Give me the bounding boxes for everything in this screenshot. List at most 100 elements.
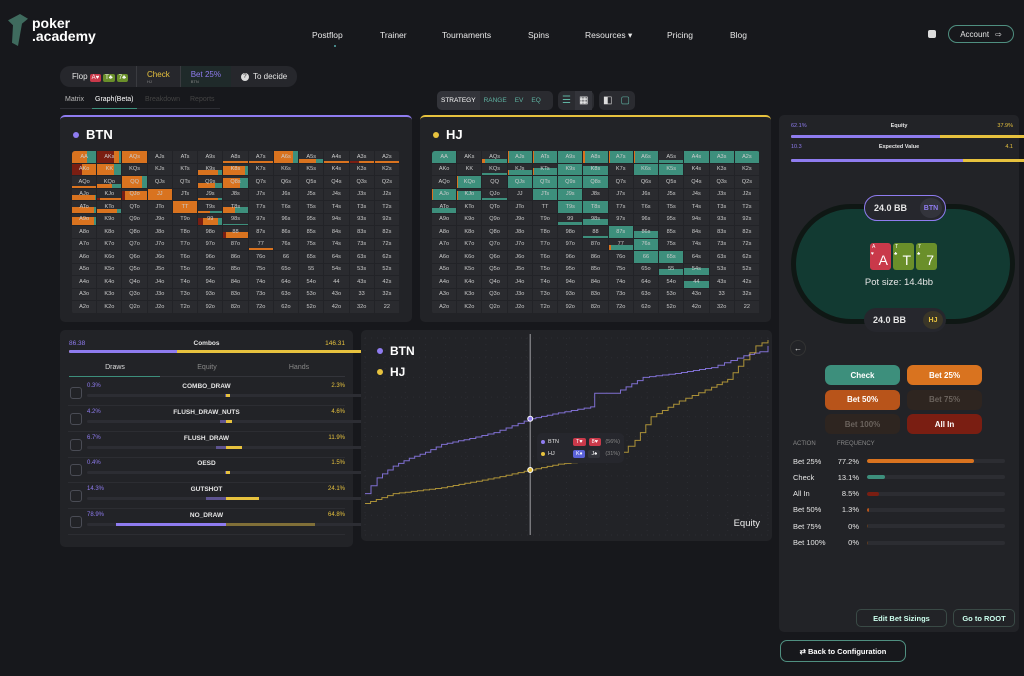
hand-cell[interactable]: Q8o bbox=[482, 226, 508, 239]
hand-cell[interactable]: K6s bbox=[633, 163, 660, 176]
hand-cell[interactable]: K8o bbox=[457, 226, 483, 239]
hand-cell[interactable]: T7s bbox=[248, 201, 274, 214]
action-button[interactable]: Bet 50% bbox=[825, 389, 900, 410]
hand-cell[interactable]: 92s bbox=[734, 213, 760, 226]
hand-cell[interactable]: J6s bbox=[633, 188, 660, 201]
hand-cell[interactable]: 62o bbox=[633, 301, 660, 314]
hand-cell[interactable]: T9s bbox=[198, 201, 224, 214]
hand-cell[interactable]: 33 bbox=[709, 288, 735, 301]
hand-cell[interactable]: T6o bbox=[532, 251, 559, 264]
back-to-configuration-button[interactable]: ⇄ Back to Configuration bbox=[780, 640, 906, 662]
hand-cell[interactable]: 83o bbox=[583, 288, 609, 301]
nav-blog[interactable]: Blog bbox=[730, 30, 748, 40]
hand-cell[interactable]: 65o bbox=[273, 263, 300, 276]
hand-cell[interactable]: 94s bbox=[324, 213, 350, 226]
hand-cell[interactable]: J5o bbox=[147, 263, 173, 276]
hand-cell[interactable]: QJo bbox=[482, 188, 508, 201]
hand-cell[interactable]: 62s bbox=[374, 251, 400, 264]
hand-cell[interactable]: 43o bbox=[324, 288, 350, 301]
hand-cell[interactable]: J5s bbox=[659, 188, 685, 201]
hand-cell[interactable]: Q8o bbox=[122, 226, 148, 239]
hand-cell[interactable]: K8s bbox=[583, 163, 609, 176]
hand-cell[interactable]: 94o bbox=[558, 276, 584, 289]
hand-cell[interactable]: K7s bbox=[248, 163, 274, 176]
hand-cell[interactable]: JTo bbox=[147, 201, 173, 214]
hand-cell[interactable]: 99 bbox=[558, 213, 584, 226]
hand-cell[interactable]: T2o bbox=[172, 301, 199, 314]
hand-cell[interactable]: K4s bbox=[324, 163, 350, 176]
hand-cell[interactable]: Q2s bbox=[374, 176, 400, 189]
hand-cell[interactable]: KTs bbox=[532, 163, 559, 176]
hand-cell[interactable]: T7o bbox=[532, 238, 559, 251]
hand-cell[interactable]: T9o bbox=[532, 213, 559, 226]
hand-cell[interactable]: 74o bbox=[608, 276, 634, 289]
hand-cell[interactable]: K2s bbox=[734, 163, 760, 176]
hand-cell[interactable]: J4o bbox=[147, 276, 173, 289]
action-button[interactable]: Bet 75% bbox=[907, 389, 982, 410]
hand-cell[interactable]: 64s bbox=[324, 251, 350, 264]
hand-cell[interactable]: 97s bbox=[608, 213, 634, 226]
hand-cell[interactable]: AQs bbox=[122, 151, 148, 164]
hand-cell[interactable]: 42s bbox=[734, 276, 760, 289]
hand-cell[interactable]: J8s bbox=[583, 188, 609, 201]
hand-cell[interactable]: 97o bbox=[558, 238, 584, 251]
hand-cell[interactable]: T7s bbox=[608, 201, 634, 214]
hand-cell[interactable]: AKo bbox=[72, 163, 98, 176]
hand-cell[interactable]: 53o bbox=[299, 288, 325, 301]
hand-cell[interactable]: Q3s bbox=[709, 176, 735, 189]
hand-cell[interactable]: 76o bbox=[608, 251, 634, 264]
hand-cell[interactable]: J3o bbox=[507, 288, 533, 301]
hand-cell[interactable]: 32s bbox=[734, 288, 760, 301]
hand-cell[interactable]: 22 bbox=[374, 301, 400, 314]
hand-cell[interactable]: T2s bbox=[734, 201, 760, 214]
hand-cell[interactable]: T8o bbox=[172, 226, 199, 239]
hand-cell[interactable]: J2o bbox=[147, 301, 173, 314]
action-button[interactable]: All In bbox=[907, 414, 982, 434]
hand-cell[interactable]: J2o bbox=[507, 301, 533, 314]
hand-cell[interactable]: 87s bbox=[608, 226, 634, 239]
hand-cell[interactable]: ATs bbox=[532, 151, 559, 164]
hand-cell[interactable]: 52s bbox=[374, 263, 400, 276]
hand-cell[interactable]: 98o bbox=[558, 226, 584, 239]
nav-trainer[interactable]: Trainer bbox=[380, 30, 407, 40]
hand-cell[interactable]: K4o bbox=[457, 276, 483, 289]
hand-cell[interactable]: AA bbox=[72, 151, 98, 164]
hand-cell[interactable]: 43s bbox=[349, 276, 375, 289]
hand-cell[interactable]: A5s bbox=[659, 151, 685, 164]
hand-cell[interactable]: K7o bbox=[457, 238, 483, 251]
hand-cell[interactable]: 96o bbox=[558, 251, 584, 264]
crumb-flop[interactable]: Flop A♥ T♣ 7♣ bbox=[72, 72, 136, 82]
hand-cell[interactable]: A7s bbox=[608, 151, 634, 164]
hand-cell[interactable]: QTo bbox=[482, 201, 508, 214]
hand-cell[interactable]: TT bbox=[172, 201, 199, 214]
hand-cell[interactable]: J3s bbox=[709, 188, 735, 201]
hand-cell[interactable]: K5s bbox=[299, 163, 325, 176]
hand-cell[interactable]: 43s bbox=[709, 276, 735, 289]
hand-cell[interactable]: A2o bbox=[432, 301, 458, 314]
hand-cell[interactable]: 72o bbox=[608, 301, 634, 314]
hand-cell[interactable]: A8s bbox=[583, 151, 609, 164]
hand-cell[interactable]: K8s bbox=[223, 163, 249, 176]
hand-cell[interactable]: T3s bbox=[709, 201, 735, 214]
hand-cell[interactable]: A9o bbox=[432, 213, 458, 226]
nav-spins[interactable]: Spins bbox=[528, 30, 550, 40]
hand-cell[interactable]: 84o bbox=[223, 276, 249, 289]
nav-postflop[interactable]: Postflop bbox=[312, 30, 343, 40]
hand-cell[interactable]: Q8s bbox=[223, 176, 249, 189]
hand-cell[interactable]: J9s bbox=[558, 188, 584, 201]
hand-cell[interactable]: 53o bbox=[659, 288, 685, 301]
hand-cell[interactable]: 52o bbox=[659, 301, 685, 314]
hand-cell[interactable]: 73o bbox=[608, 288, 634, 301]
hand-cell[interactable]: J8s bbox=[223, 188, 249, 201]
hand-cell[interactable]: J7o bbox=[147, 238, 173, 251]
hand-cell[interactable]: 63s bbox=[709, 251, 735, 264]
hand-cell[interactable]: 74s bbox=[684, 238, 710, 251]
hand-cell[interactable]: K4s bbox=[684, 163, 710, 176]
equity-chart[interactable] bbox=[361, 330, 772, 541]
list-view-icon[interactable]: ☰ bbox=[562, 95, 571, 106]
hand-cell[interactable]: 74o bbox=[248, 276, 274, 289]
tab-matrix[interactable]: Matrix bbox=[65, 96, 85, 103]
hand-cell[interactable]: 87s bbox=[248, 226, 274, 239]
hand-cell[interactable]: Q7o bbox=[122, 238, 148, 251]
hand-cell[interactable]: 32s bbox=[374, 288, 400, 301]
